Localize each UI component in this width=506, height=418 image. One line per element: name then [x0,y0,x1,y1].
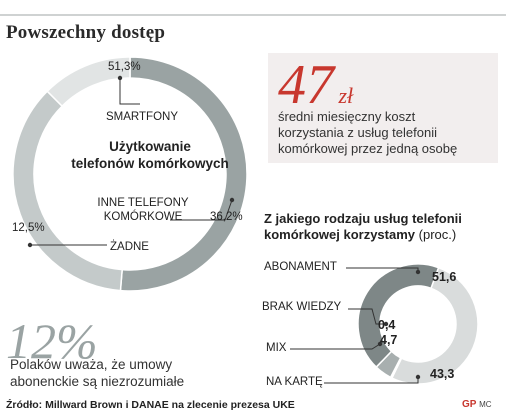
slice-value-mix: 4,7 [380,333,398,347]
top-rule [0,14,506,16]
note-text-line1: Polaków uważa, że umowy [10,357,173,372]
slice-label-inne-line2: KOMÓRKOWE [103,211,183,223]
cost-unit: zł [338,83,354,108]
slice-value-abonament: 51,6 [432,270,457,284]
service-chart-unit: (proc.) [418,227,457,242]
leader-dot-mix [377,341,383,347]
cost-description-line3: komórkowej przez jedną osobę [278,141,458,156]
service-slice-3 [357,263,440,369]
service-slice-0 [390,266,479,385]
leader-smartfony [119,78,140,105]
center-title-line1: Użytkowanie [109,139,191,154]
slice-value-brak-wiedzy: 0,4 [378,318,396,332]
leader-lines [27,75,421,384]
cost-description-line1: średni miesięczny koszt [278,109,416,124]
leader-dot-na-karte [415,374,421,380]
publisher-logo: GP MC [462,399,492,410]
note-text-line2: abonenckie są niezrozumiałe [10,374,185,389]
slice-label-smartfony: SMARTFONY [106,111,178,123]
slice-label-zadne: ŻADNE [110,241,149,253]
leader-dot-inne [229,197,235,203]
donut-usage [12,56,248,292]
slice-value-na-karte: 43,3 [430,367,455,381]
page-title: Powszechny dostęp [6,22,166,43]
note-text: Polaków uważa, że umowy abonenckie są ni… [10,356,270,390]
slice-label-inne: INNE TELEFONY KOMÓRKOWE [84,196,202,224]
leader-brak-wiedzy [348,308,386,325]
publisher-logo-tail: MC [479,400,492,409]
slice-value-inne: 36,2% [210,211,243,223]
leader-dot-brak-wiedzy [383,321,389,327]
source-text: Źródło: Millward Brown i DANAE na zlecen… [6,399,295,411]
leader-mix [290,343,381,350]
slice-label-brak-wiedzy: BRAK WIEDZY [262,301,342,313]
leader-dot-smartfony [117,75,123,81]
slice-label-inne-line1: INNE TELEFONY [97,197,189,209]
service-chart-title-text: Z jakiego rodzaju usług telefonii komórk… [264,211,462,242]
usage-slice-2 [46,56,131,108]
slice-value-smartfony: 51,3% [108,61,141,73]
publisher-logo-mark: GP [462,399,477,410]
slice-value-zadne: 12,5% [12,222,45,234]
service-chart-title: Z jakiego rodzaju usług telefonii komórk… [264,211,504,243]
leader-inne [170,199,233,221]
slice-label-na-karte: NA KARTĘ [266,376,323,388]
usage-slice-0 [119,56,248,292]
cost-description: średni miesięczny koszt korzystania z us… [278,109,498,157]
donut-service-type [357,263,479,385]
cost-description-line2: korzystania z usług telefonii [278,125,437,140]
note-number: 12% [6,313,98,369]
slice-label-mix: MIX [266,342,287,354]
slice-label-abonament: ABONAMENT [264,261,337,273]
cost-number-wrap: 47 zł [278,57,353,113]
leader-dot-zadne [27,242,33,248]
center-title-line2: telefonów komórkowych [71,156,229,171]
cost-callout: 47 zł średni miesięczny koszt korzystani… [268,53,498,163]
cost-number: 47 [278,54,334,116]
leader-dot-abonament [415,269,421,275]
donut-center-title: Użytkowanie telefonów komórkowych [50,138,250,172]
